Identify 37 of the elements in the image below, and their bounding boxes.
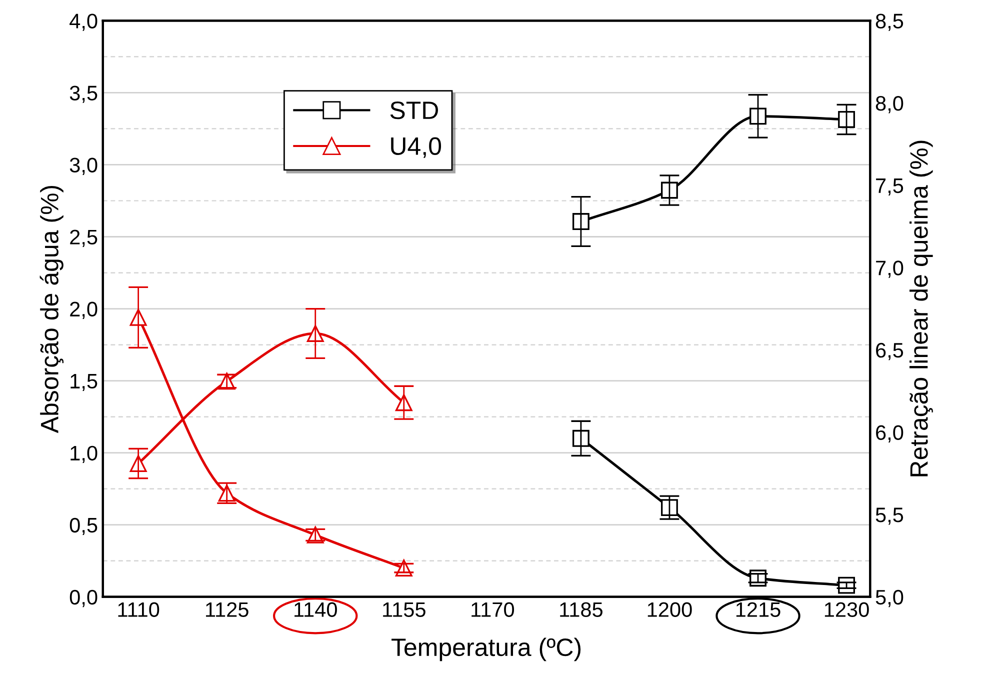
x-tick-label: 1230 [824,602,869,618]
x-tick-label: 1155 [383,602,426,618]
x-tick-label: 1110 [118,602,160,618]
x-tick-label: 1185 [560,602,602,618]
point [838,110,855,128]
y2-tick-label: 7,0 [876,260,904,278]
y2-tick-label: 8,5 [876,14,904,31]
y-tick-label: 0,5 [70,518,98,536]
x-tick-label: 1125 [206,602,248,618]
y2-tick-label: 6,5 [876,342,904,360]
y-tick-label: 4,0 [70,14,98,31]
y-tick-label: 3,0 [70,158,98,175]
y2-tick-label: 8,0 [876,96,904,114]
point [572,213,590,230]
y2-tick-label: 7,5 [876,178,904,196]
y-tick-label: 3,5 [70,86,98,103]
point [750,108,766,125]
y2-tick-label: 6,0 [876,425,904,442]
y-tick-label: 2,5 [70,230,98,247]
point [660,499,678,516]
x-tick-label: 1140 [294,602,337,618]
point [572,430,590,447]
y-tick-label: 0,0 [70,590,98,608]
x-tick-label: 1215 [736,602,780,618]
x-tick-label: 1170 [472,602,514,618]
legend-label: STD [390,101,438,120]
legend-label: U4,0 [391,137,442,158]
x-tick-label: 1200 [648,602,692,618]
y-tick-label: 2,0 [70,302,98,319]
point [660,182,678,199]
y2-axis-title: Retração linear de queima (%) [910,140,933,476]
y-tick-label: 1,0 [70,446,98,464]
x-axis-title: Temperatura (ºC) [392,638,581,662]
y2-tick-label: 5,5 [876,508,904,525]
y-axis-title: Absorção de água (%) [40,186,64,434]
y2-tick-label: 5,0 [876,590,904,608]
y-tick-label: 1,5 [70,374,98,392]
